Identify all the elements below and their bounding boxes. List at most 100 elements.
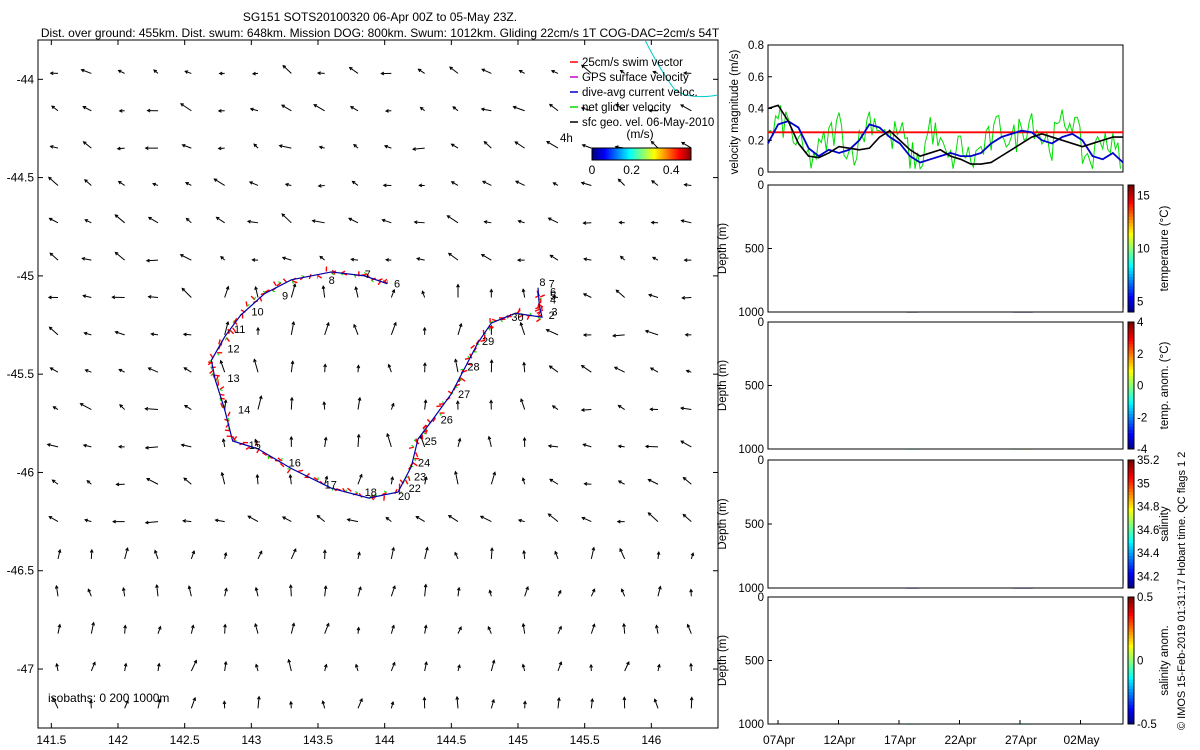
current-arrow <box>447 215 459 224</box>
current-arrowhead <box>523 700 527 705</box>
day-label: 10 <box>251 306 263 318</box>
map-colorbar-cell <box>676 148 678 160</box>
current-arrow <box>645 330 659 336</box>
current-arrowhead <box>84 219 89 223</box>
swim-vector-mark <box>232 327 237 333</box>
map-colorbar-cell <box>610 148 612 160</box>
current-arrowhead <box>447 514 452 519</box>
map-colorbar-cell <box>650 148 652 160</box>
map-colorbar-cell <box>601 148 603 160</box>
current-arrowhead <box>615 103 620 108</box>
current-arrow <box>684 184 692 186</box>
current-arrowhead <box>521 663 526 668</box>
map-x-tick-label: 143 <box>241 733 261 747</box>
current-arrow <box>216 216 225 224</box>
current-arrowhead <box>217 108 222 113</box>
current-arrowhead <box>551 295 556 299</box>
current-arrow <box>90 662 96 672</box>
current-arrowhead <box>180 443 185 448</box>
dive-avg-series <box>767 120 1124 164</box>
current-arrow <box>183 477 192 485</box>
current-arrowhead <box>155 583 159 588</box>
current-arrow <box>84 179 92 186</box>
current-arrow <box>181 444 192 448</box>
current-arrow <box>549 103 559 112</box>
map-colorbar-cell <box>667 148 669 160</box>
current-arrowhead <box>488 589 493 594</box>
map-colorbar-cell <box>620 148 622 160</box>
current-arrowhead <box>354 663 359 668</box>
current-arrow <box>584 258 592 261</box>
day-label: 30 <box>511 312 523 324</box>
current-arrow <box>490 699 495 709</box>
current-arrowhead <box>619 255 624 260</box>
current-arrowhead <box>413 220 418 225</box>
current-arrowhead <box>359 697 363 702</box>
current-arrow <box>581 517 592 523</box>
current-arrowhead <box>114 330 119 335</box>
current-arrowhead <box>384 109 389 113</box>
swim-vector-mark <box>245 301 248 307</box>
current-arrowhead <box>322 549 327 554</box>
current-arrow <box>348 217 359 224</box>
current-arrow <box>83 444 92 448</box>
current-arrowhead <box>359 473 363 478</box>
current-arrowhead <box>591 546 596 551</box>
velocity-y-tick-label: 0.8 <box>748 40 764 52</box>
map-y-tick-label: -45 <box>17 269 35 283</box>
map-colorbar-cell <box>604 148 606 160</box>
swim-vector-mark <box>381 491 387 496</box>
current-arrow <box>514 141 525 149</box>
track-line <box>210 271 543 499</box>
current-arrow <box>424 662 428 672</box>
map-colorbar-cell <box>665 148 667 160</box>
net-velocity-series <box>767 105 1121 171</box>
net-velocity-mark <box>219 397 222 402</box>
day-label: 5 <box>550 291 556 303</box>
current-arrowhead <box>522 549 526 554</box>
current-arrow <box>454 552 459 560</box>
current-arrow <box>84 519 92 523</box>
section-colorbar-cell <box>1128 270 1134 275</box>
current-arrowhead <box>391 624 395 629</box>
current-arrow <box>481 68 492 74</box>
current-arrow <box>224 321 229 335</box>
current-arrowhead <box>549 478 554 483</box>
section-colorbar-cell <box>1128 197 1134 202</box>
net-velocity-mark <box>210 373 214 377</box>
legend-label: dive-avg current veloc. <box>582 87 698 99</box>
current-arrow <box>522 289 526 298</box>
current-arrowhead <box>223 551 228 556</box>
current-arrowhead <box>612 333 617 338</box>
current-arrow <box>557 626 562 634</box>
current-arrow <box>355 664 359 672</box>
current-arrow <box>680 104 692 112</box>
current-arrow <box>188 586 192 597</box>
current-arrowhead <box>118 368 123 373</box>
current-arrowhead <box>651 256 656 261</box>
current-arrow <box>513 106 525 112</box>
current-arrow <box>520 398 526 410</box>
current-arrowhead <box>84 518 89 523</box>
current-arrowhead <box>547 513 552 517</box>
map-colorbar-cell <box>656 148 658 160</box>
current-arrowhead <box>222 700 227 705</box>
swim-vector-mark <box>227 411 231 417</box>
current-arrowhead <box>223 660 228 665</box>
current-arrowhead <box>622 696 627 701</box>
current-arrow <box>145 521 159 524</box>
current-arrowhead <box>583 482 588 486</box>
swim-vector-mark <box>277 457 283 462</box>
section-colorbar-cell <box>1128 254 1134 259</box>
current-arrowhead <box>390 476 395 481</box>
net-velocity-mark <box>374 493 378 497</box>
current-arrowhead <box>357 396 362 401</box>
current-arrowhead <box>582 221 587 225</box>
current-arrowhead <box>681 295 686 300</box>
current-arrowhead <box>258 550 263 555</box>
day-label: 28 <box>467 361 479 373</box>
current-arrowhead <box>326 321 330 326</box>
current-arrow <box>322 701 326 709</box>
current-arrow <box>424 547 428 560</box>
current-arrow <box>554 551 559 560</box>
